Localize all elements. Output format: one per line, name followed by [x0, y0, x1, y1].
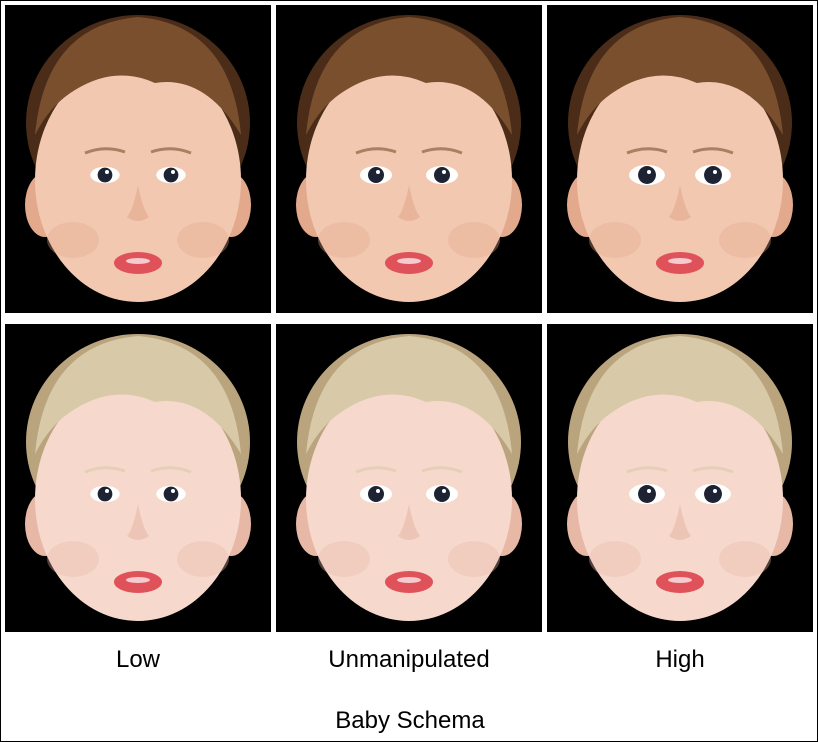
left-eye-highlight	[647, 489, 651, 493]
right-cheek	[448, 541, 500, 577]
right-eye-highlight	[713, 489, 717, 493]
left-eye-highlight	[376, 489, 380, 493]
nose	[398, 504, 420, 540]
right-cheek	[719, 541, 771, 577]
column-label: High	[655, 646, 705, 673]
right-eye-iris	[163, 486, 179, 502]
right-eye-highlight	[442, 489, 446, 493]
right-eye-highlight	[171, 489, 175, 493]
face-photo	[5, 324, 271, 632]
right-eye-highlight	[442, 170, 446, 174]
face	[306, 58, 512, 302]
left-eyebrow	[84, 466, 126, 474]
left-eye-iris	[368, 167, 384, 183]
hair-front	[577, 17, 783, 135]
right-eyebrow	[150, 147, 192, 155]
left-eye-iris	[97, 486, 113, 502]
left-eye-highlight	[647, 170, 651, 174]
right-eye-iris	[434, 167, 450, 183]
face	[306, 377, 512, 621]
left-eye-highlight	[376, 170, 380, 174]
teeth	[126, 577, 150, 583]
nose	[669, 504, 691, 540]
left-cheek	[589, 222, 641, 258]
left-cheek	[318, 222, 370, 258]
nose	[127, 185, 149, 221]
left-cheek	[589, 541, 641, 577]
right-eye-iris	[434, 486, 450, 502]
left-cheek	[47, 222, 99, 258]
hair-front	[306, 17, 512, 135]
left-eyebrow	[626, 147, 668, 155]
right-eye-iris	[163, 167, 179, 183]
left-eye-highlight	[105, 170, 109, 174]
hair-front	[577, 336, 783, 454]
face	[35, 377, 241, 621]
left-eyebrow	[355, 147, 397, 155]
left-cheek	[318, 541, 370, 577]
teeth	[397, 577, 421, 583]
right-cheek	[719, 222, 771, 258]
face	[577, 377, 783, 621]
right-eye-iris	[704, 485, 722, 503]
teeth	[668, 577, 692, 583]
nose	[127, 504, 149, 540]
right-eyebrow	[692, 466, 734, 474]
teeth	[397, 258, 421, 264]
right-eyebrow	[421, 147, 463, 155]
right-eyebrow	[692, 147, 734, 155]
nose	[398, 185, 420, 221]
right-cheek	[177, 222, 229, 258]
axis-title: Baby Schema	[335, 707, 485, 734]
face-photo	[5, 5, 271, 313]
right-eye-iris	[704, 166, 722, 184]
left-eye-iris	[97, 167, 113, 183]
face	[35, 58, 241, 302]
hair-front	[306, 336, 512, 454]
column-label: Unmanipulated	[328, 646, 490, 673]
left-eyebrow	[84, 147, 126, 155]
teeth	[126, 258, 150, 264]
left-eye-iris	[638, 166, 656, 184]
hair-front	[35, 336, 241, 454]
right-eyebrow	[421, 466, 463, 474]
hair-front	[35, 17, 241, 135]
right-eye-highlight	[713, 170, 717, 174]
right-eyebrow	[150, 466, 192, 474]
left-cheek	[47, 541, 99, 577]
left-eyebrow	[626, 466, 668, 474]
nose	[669, 185, 691, 221]
column-label: Low	[115, 646, 161, 673]
right-cheek	[448, 222, 500, 258]
face-photo	[276, 324, 542, 632]
right-cheek	[177, 541, 229, 577]
face-photo	[276, 5, 542, 313]
left-eyebrow	[355, 466, 397, 474]
teeth	[668, 258, 692, 264]
face-photo	[547, 324, 813, 632]
right-eye-highlight	[171, 170, 175, 174]
left-eye-iris	[638, 485, 656, 503]
left-eye-iris	[368, 486, 384, 502]
face	[577, 58, 783, 302]
face-photo	[547, 5, 813, 313]
left-eye-highlight	[105, 489, 109, 493]
